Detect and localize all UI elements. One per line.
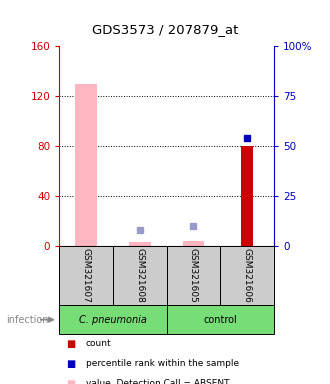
Bar <box>76 84 97 246</box>
Bar <box>59 246 113 305</box>
Bar <box>59 305 167 334</box>
Bar <box>167 246 220 305</box>
Text: value, Detection Call = ABSENT: value, Detection Call = ABSENT <box>86 379 229 384</box>
Text: ■: ■ <box>66 339 75 349</box>
Text: GSM321605: GSM321605 <box>189 248 198 303</box>
Bar <box>129 242 150 246</box>
Text: percentile rank within the sample: percentile rank within the sample <box>86 359 239 368</box>
Text: C. pneumonia: C. pneumonia <box>79 314 147 325</box>
Text: ■: ■ <box>66 379 75 384</box>
Text: GSM321608: GSM321608 <box>135 248 144 303</box>
Text: count: count <box>86 339 112 348</box>
Text: infection: infection <box>7 314 49 325</box>
Text: control: control <box>203 314 237 325</box>
Text: ■: ■ <box>66 359 75 369</box>
Text: GDS3573 / 207879_at: GDS3573 / 207879_at <box>92 23 238 36</box>
Bar <box>241 146 253 246</box>
Bar <box>167 305 274 334</box>
Bar <box>220 246 274 305</box>
Bar <box>113 246 167 305</box>
Text: GSM321607: GSM321607 <box>82 248 91 303</box>
Bar <box>183 241 204 246</box>
Text: GSM321606: GSM321606 <box>243 248 251 303</box>
